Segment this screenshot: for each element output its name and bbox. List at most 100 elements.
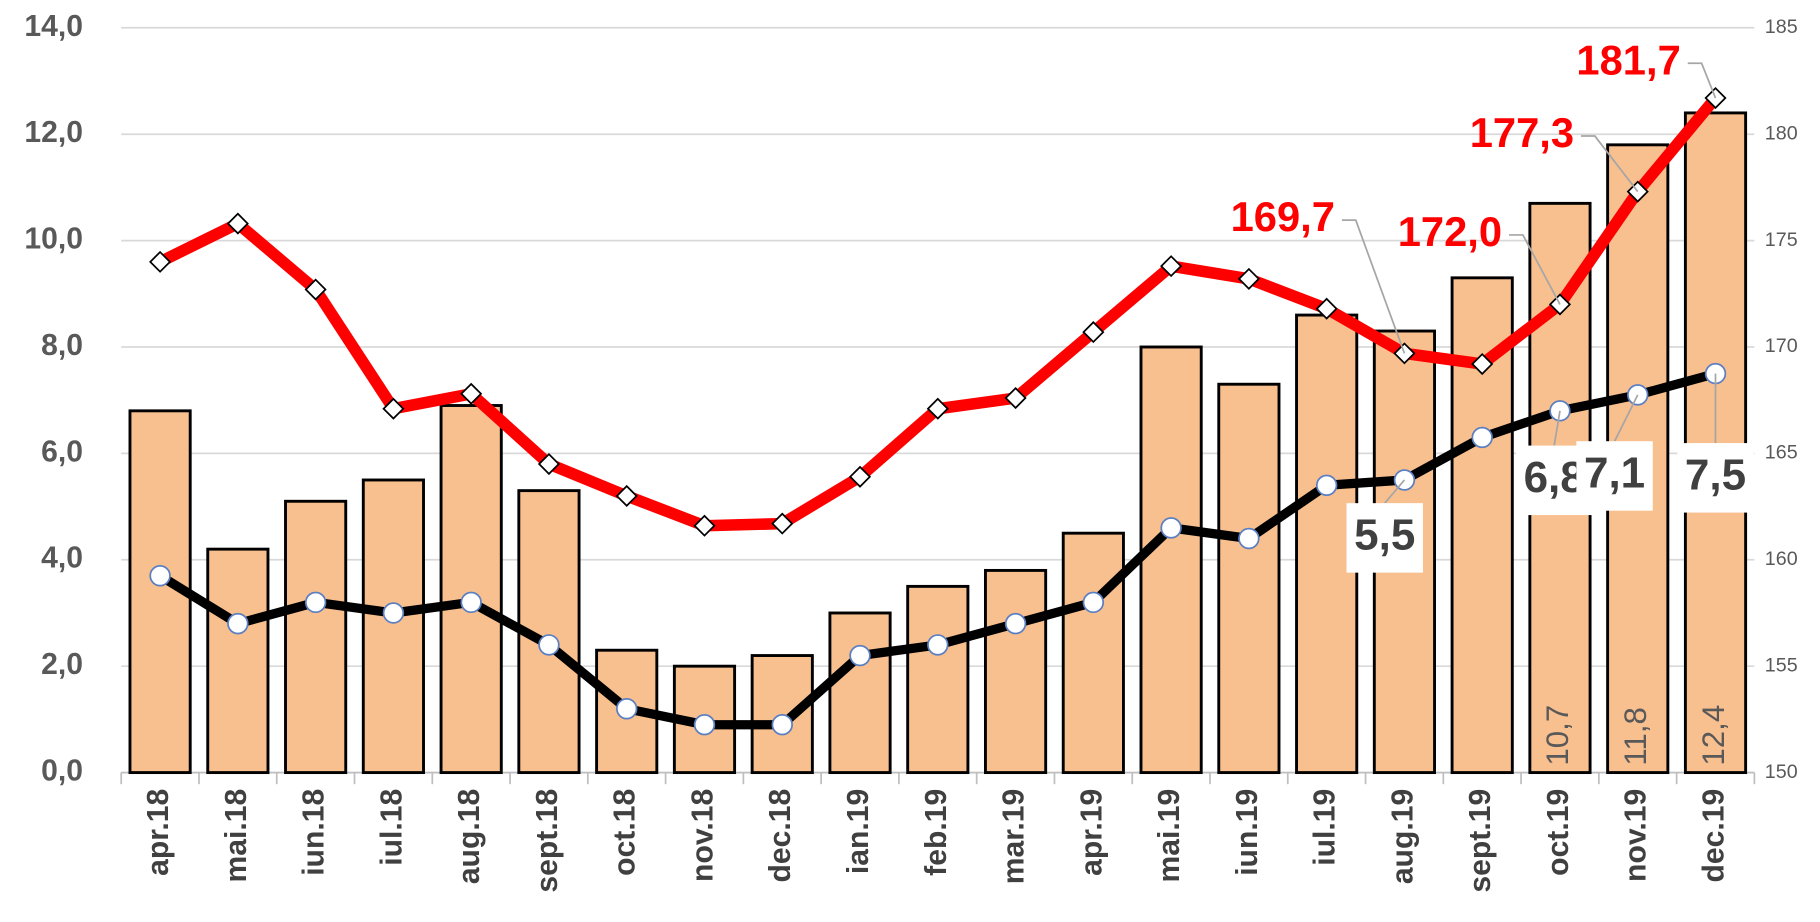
marker	[693, 514, 716, 537]
line-value-label: 181,7	[1576, 36, 1680, 83]
x-tick-label: mai.18	[220, 789, 253, 883]
y-tick-label: 10,0	[24, 223, 83, 256]
marker	[849, 644, 871, 667]
marker	[382, 602, 405, 624]
label-box	[1677, 443, 1754, 513]
line-value-label: 6,8	[1524, 453, 1585, 502]
marker	[1237, 267, 1260, 290]
y-tick-label: 12,0	[24, 116, 83, 149]
bar	[1217, 382, 1281, 775]
x-tick-label: aug.19	[1386, 789, 1419, 884]
leader-line	[1613, 394, 1639, 442]
x-tick-label: nov.18	[686, 789, 719, 882]
y2-tick-label: 155	[1765, 654, 1798, 676]
line-value-label: 169,7	[1231, 193, 1335, 240]
marker	[1082, 321, 1105, 344]
y-tick-label: 8,0	[41, 329, 83, 362]
y-tick-label: 0,0	[41, 755, 83, 788]
x-tick-label: nov.19	[1620, 789, 1653, 882]
marker	[537, 452, 561, 476]
x-tick-label: aug.18	[453, 789, 486, 884]
y2-tick-label: 185	[1765, 16, 1798, 38]
marker	[616, 698, 638, 720]
line-value-label: 7,5	[1685, 450, 1746, 499]
bar	[439, 404, 503, 775]
marker	[926, 397, 949, 420]
marker	[149, 250, 172, 273]
line-value-label: 177,3	[1470, 109, 1574, 156]
leader-line	[1384, 479, 1406, 504]
bar	[284, 499, 348, 775]
x-tick-label: mar.19	[998, 789, 1031, 884]
y2-tick-label: 180	[1765, 122, 1798, 144]
marker	[304, 278, 327, 301]
marker	[1082, 591, 1105, 614]
marker	[848, 465, 872, 488]
marker	[149, 565, 171, 587]
marker	[615, 484, 638, 508]
y2-tick-label: 160	[1765, 548, 1798, 570]
marker	[304, 591, 327, 614]
marker	[1160, 255, 1183, 278]
y2-tick-label: 170	[1765, 335, 1798, 357]
marker	[771, 512, 794, 535]
line-value-label: 172,0	[1398, 208, 1502, 255]
marker	[1471, 426, 1493, 449]
marker	[1004, 387, 1027, 410]
y2-tick-label: 175	[1765, 229, 1798, 251]
bar	[1061, 531, 1125, 775]
x-tick-label: feb.19	[920, 789, 953, 876]
leader-line	[1509, 234, 1561, 305]
x-tick-label: iun.18	[298, 789, 331, 876]
x-tick-label: dec.18	[764, 789, 797, 883]
leader-line	[1341, 219, 1406, 354]
marker	[227, 612, 249, 635]
bar-value-label: 11,8	[1618, 707, 1653, 766]
bar-value-label: 12,4	[1696, 705, 1731, 766]
x-tick-label: iul.18	[375, 789, 408, 866]
marker	[1471, 352, 1494, 376]
y-tick-label: 14,0	[24, 10, 83, 43]
y2-tick-label: 150	[1765, 761, 1798, 783]
x-tick-label: iul.19	[1309, 789, 1342, 866]
x-tick-label: apr.19	[1075, 789, 1108, 876]
x-tick-label: oct.18	[609, 789, 642, 876]
x-tick-label: apr.18	[142, 789, 175, 876]
x-tick-label: dec.19	[1697, 789, 1730, 883]
marker	[1315, 474, 1338, 497]
marker	[1238, 527, 1260, 550]
leader-line	[1553, 410, 1561, 446]
bar-value-label: 10,7	[1540, 705, 1575, 766]
bar	[1139, 345, 1203, 775]
marker	[382, 397, 405, 420]
y-tick-label: 6,0	[41, 435, 83, 468]
marker	[538, 634, 560, 656]
marker	[693, 713, 716, 736]
y2-tick-label: 165	[1765, 442, 1798, 464]
marker	[460, 591, 482, 614]
line-value-label: 7,1	[1584, 449, 1645, 498]
label-box	[1346, 503, 1423, 573]
x-tick-label: oct.19	[1542, 789, 1575, 876]
bar	[517, 489, 581, 775]
line-value-label: 5,5	[1354, 511, 1415, 560]
y-tick-label: 2,0	[41, 648, 83, 681]
marker	[226, 212, 249, 235]
bar	[828, 611, 892, 775]
label-box	[1576, 441, 1653, 511]
bar	[206, 547, 270, 775]
leader-line	[1580, 135, 1639, 193]
marker	[927, 634, 949, 656]
marker	[1004, 612, 1027, 635]
y-tick-label: 4,0	[41, 542, 83, 575]
bar	[906, 584, 970, 775]
x-tick-label: sept.18	[531, 789, 564, 893]
marker	[1160, 517, 1182, 539]
marker	[460, 382, 483, 405]
bar	[361, 478, 425, 775]
x-tick-label: mai.19	[1153, 789, 1186, 883]
bar	[1683, 111, 1748, 775]
x-tick-label: ian.19	[842, 789, 875, 874]
marker	[1315, 297, 1338, 320]
